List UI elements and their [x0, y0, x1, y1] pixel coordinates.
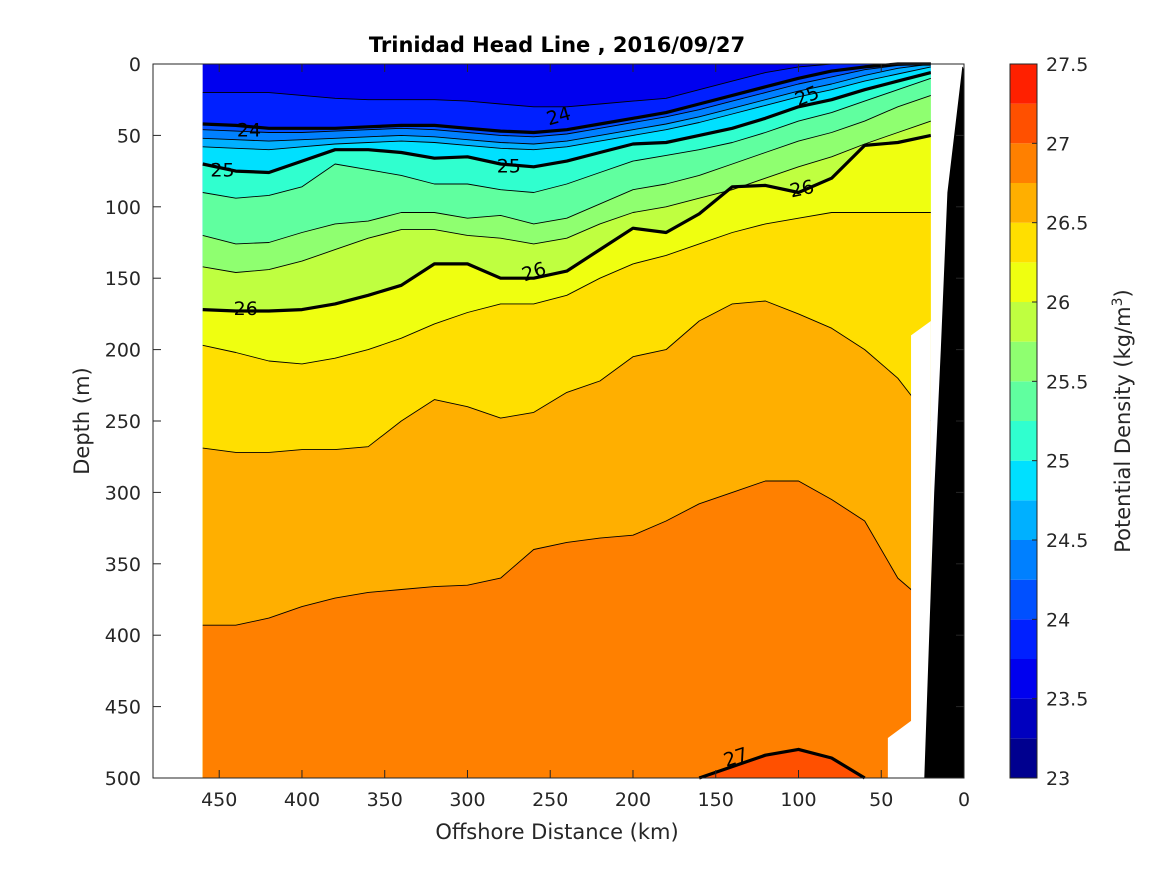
contour-label: 25 — [497, 155, 521, 177]
shelf-gap — [887, 321, 931, 778]
colorbar-segment — [1010, 381, 1037, 421]
contour-23.75 — [202, 63, 931, 108]
colorbar-segment — [1010, 540, 1037, 580]
colorbar-segment — [1010, 698, 1037, 739]
contour-label-group: 26 — [234, 298, 258, 320]
chart-title: Trinidad Head Line , 2016/09/27 — [369, 33, 745, 57]
y-tick-label: 100 — [105, 197, 141, 219]
x-tick-label: 0 — [958, 789, 970, 811]
colorbar-frame — [1009, 63, 1038, 779]
density-bands — [202, 64, 964, 779]
y-tick-label: 150 — [105, 268, 141, 290]
colorbar-ticks: 23 23.5 24 24.5 25 25.5 26 26.5 27 27.5 — [1032, 54, 1088, 790]
colorbar-segment — [1010, 619, 1037, 659]
colorbar-segment — [1010, 103, 1037, 144]
colorbar-tick-label: 24 — [1046, 609, 1070, 631]
colorbar-label-text: Potential Density (kg/m — [1111, 306, 1135, 552]
colorbar: 23 23.5 24 24.5 25 25.5 26 26.5 27 27.5 Potential… — [1009, 54, 1135, 790]
x-tick-label: 200 — [615, 789, 651, 811]
x-tick-label: 100 — [780, 789, 816, 811]
colorbar-segment — [1010, 659, 1037, 699]
colorbar-tick-label: 23 — [1046, 768, 1070, 790]
contour-24.25 — [202, 63, 931, 138]
contour-lines — [202, 62, 932, 780]
contour-26 — [202, 133, 932, 313]
colorbar-segment — [1010, 222, 1037, 263]
y-tick-label: 250 — [105, 411, 141, 433]
contour-label: 24 — [237, 120, 261, 142]
y-tick-label: 400 — [105, 625, 141, 647]
colorbar-label: Potential Density (kg/m3) — [1110, 289, 1135, 553]
contour-26.5 — [202, 300, 932, 453]
colorbar-tick-label: 25 — [1046, 451, 1070, 473]
contour-label: 25 — [210, 160, 234, 182]
y-tick-label: 500 — [105, 768, 141, 790]
y-axis-label: Depth (m) — [70, 367, 94, 474]
contour-24.75 — [202, 66, 931, 151]
colorbar-segment — [1010, 143, 1037, 183]
colorbar-segment — [1010, 460, 1037, 501]
colorbar-tick-label: 27.5 — [1046, 54, 1088, 76]
contour-label-group: 26 — [788, 176, 816, 203]
x-axis: 450 400 350 300 250 200 150 100 50 0 — [201, 64, 970, 811]
colorbar-label-close: ) — [1111, 289, 1135, 297]
colorbar-segment — [1010, 64, 1037, 104]
x-tick-label: 400 — [284, 789, 320, 811]
colorbar-segment — [1010, 738, 1037, 778]
y-tick-label: 0 — [129, 54, 141, 76]
contour-label-group: 24 — [237, 120, 261, 142]
contour-25 — [202, 71, 932, 175]
colorbar-segment — [1010, 421, 1037, 461]
colorbar-tick-label: 25.5 — [1046, 371, 1088, 393]
contour-26.25 — [202, 212, 931, 365]
colorbar-label-superscript: 3 — [1110, 297, 1126, 306]
contour-27 — [698, 747, 866, 780]
contour-label-group: 25 — [497, 155, 521, 177]
x-tick-label: 300 — [449, 789, 485, 811]
colorbar-segment — [1010, 500, 1037, 540]
y-tick-label: 450 — [105, 697, 141, 719]
contour-label-group: 25 — [210, 160, 234, 182]
colorbar-tick-label: 27 — [1046, 133, 1070, 155]
y-tick-label: 350 — [105, 554, 141, 576]
colorbar-segment — [1010, 302, 1037, 342]
seafloor — [924, 66, 964, 778]
bathymetry-mask — [887, 64, 964, 778]
colorbar-segments — [1010, 64, 1037, 778]
band-26.75 — [202, 481, 931, 778]
contour-label: 26 — [788, 176, 816, 203]
x-tick-label: 350 — [367, 789, 403, 811]
colorbar-segment — [1010, 183, 1037, 223]
contour-25.25 — [202, 77, 932, 199]
y-tick-label: 50 — [117, 125, 141, 147]
x-tick-label: 150 — [698, 789, 734, 811]
contour-24.5 — [202, 63, 931, 145]
x-tick-label: 450 — [201, 789, 237, 811]
colorbar-tick-label: 24.5 — [1046, 530, 1088, 552]
contour-25.75 — [202, 120, 932, 273]
y-tick-label: 300 — [105, 482, 141, 504]
contour-25.5 — [202, 94, 932, 245]
colorbar-tick-label: 23.5 — [1046, 689, 1088, 711]
x-tick-label: 50 — [869, 789, 893, 811]
contour-label: 26 — [234, 298, 258, 320]
colorbar-tick-label: 26 — [1046, 292, 1070, 314]
x-tick-label: 250 — [532, 789, 568, 811]
colorbar-segment — [1010, 341, 1037, 382]
contour-26.75 — [202, 480, 932, 626]
y-tick-label: 200 — [105, 340, 141, 362]
contour-24 — [202, 62, 931, 135]
colorbar-segment — [1010, 579, 1037, 620]
colorbar-segment — [1010, 262, 1037, 302]
x-axis-label: Offshore Distance (km) — [435, 820, 678, 844]
y-axis: 0 50 100 150 200 250 300 350 400 450 500 — [105, 54, 964, 790]
colorbar-tick-label: 26.5 — [1046, 213, 1088, 235]
